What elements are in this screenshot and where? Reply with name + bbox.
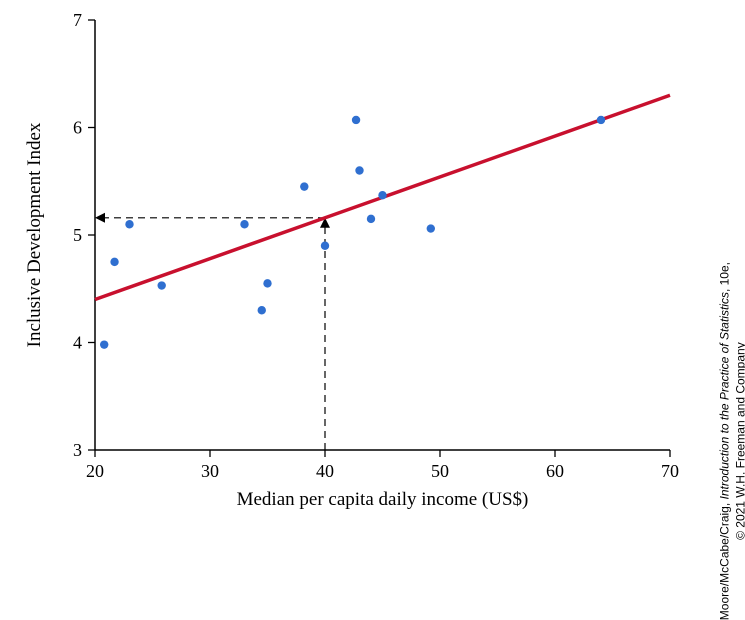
data-point [378, 191, 386, 199]
arrow-left-icon [95, 213, 105, 223]
data-point [100, 340, 108, 348]
data-point [367, 215, 375, 223]
data-point [258, 306, 266, 314]
y-tick-label: 5 [73, 225, 82, 245]
x-tick-label: 40 [316, 461, 334, 481]
citation-italic: Introduction to the Practice of Statisti… [717, 292, 731, 499]
data-point [355, 166, 363, 174]
x-tick-label: 70 [661, 461, 679, 481]
data-point [597, 116, 605, 124]
y-axis-label: Inclusive Development Index [24, 122, 45, 347]
data-point [158, 281, 166, 289]
y-tick-label: 4 [73, 333, 82, 353]
y-tick-label: 6 [73, 118, 82, 138]
data-point [263, 279, 271, 287]
y-tick-label: 7 [73, 10, 82, 30]
x-tick-label: 60 [546, 461, 564, 481]
x-tick-label: 30 [201, 461, 219, 481]
data-point [240, 220, 248, 228]
x-tick-label: 20 [86, 461, 104, 481]
data-point [427, 224, 435, 232]
x-tick-label: 50 [431, 461, 449, 481]
y-tick-label: 3 [73, 440, 82, 460]
data-point [321, 242, 329, 250]
data-point [300, 182, 308, 190]
scatter-chart: 20 30 40 50 60 70 3 4 5 6 7 Median per capita daily… [0, 0, 745, 524]
x-axis-label: Median per capita daily income (US$) [237, 489, 529, 510]
citation-line1: Moore/McCabe/Craig, Introduction to the … [717, 262, 731, 620]
citation-line2: © 2021 W.H. Freeman and Company [733, 342, 745, 540]
chart-container: 20 30 40 50 60 70 3 4 5 6 7 Median per capita daily… [0, 0, 745, 524]
data-point [125, 220, 133, 228]
data-point [352, 116, 360, 124]
citation-text: Moore/McCabe/Craig, Introduction to the … [717, 262, 745, 620]
data-point [110, 258, 118, 266]
